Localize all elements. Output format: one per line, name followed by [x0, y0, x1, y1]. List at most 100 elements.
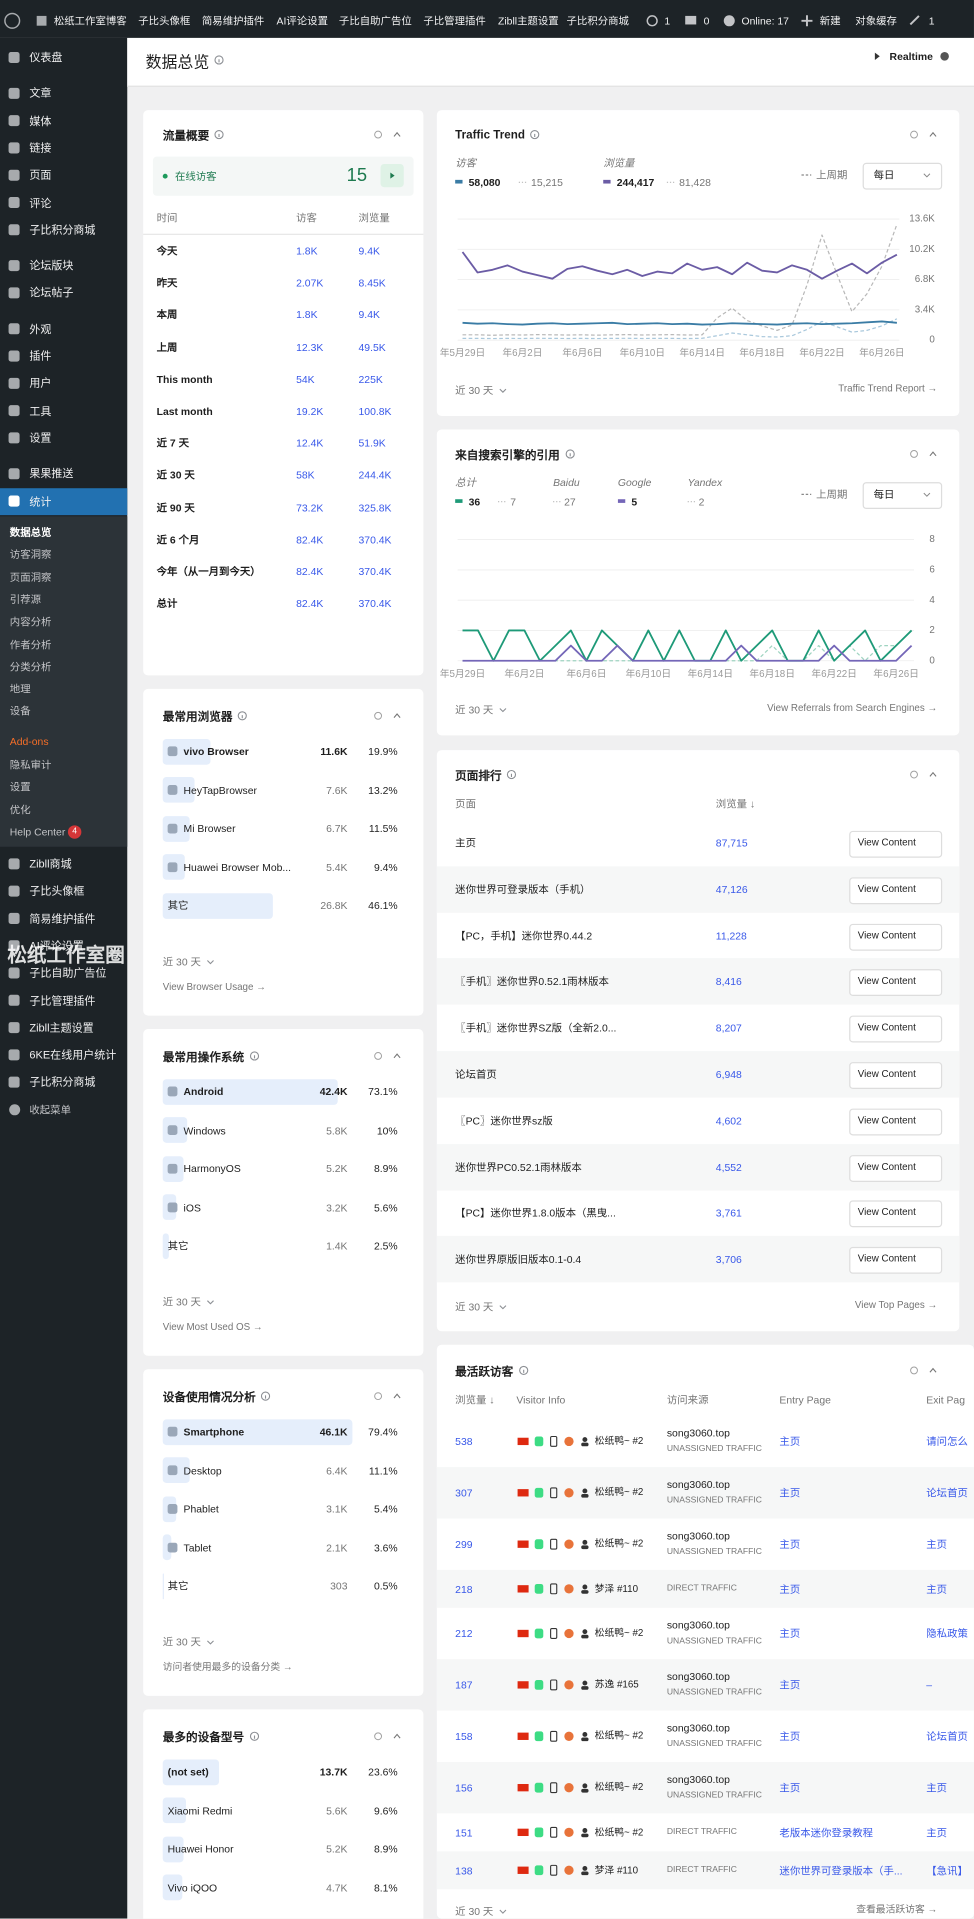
- period-select[interactable]: 近 30 天: [162, 1635, 201, 1649]
- menu-item[interactable]: 外观: [29, 322, 52, 335]
- menu-item[interactable]: 果果推送: [29, 467, 74, 480]
- addon-item[interactable]: 隐私审计: [9, 758, 52, 771]
- interval-label[interactable]: 每日: [873, 168, 895, 182]
- menu-item[interactable]: 链接: [29, 141, 52, 155]
- admin-link[interactable]: 简易维护插件: [201, 14, 265, 27]
- submenu-item[interactable]: 内容分析: [9, 615, 52, 628]
- link-count[interactable]: 1: [928, 14, 935, 27]
- cache-link[interactable]: 对象缓存: [855, 14, 897, 27]
- period-select[interactable]: 近 30 天: [455, 384, 494, 397]
- entry-page[interactable]: 主页: [779, 1538, 801, 1551]
- view-button-label[interactable]: View Content: [857, 1021, 916, 1033]
- view-button-label[interactable]: View Content: [857, 1068, 916, 1080]
- footer-link[interactable]: 查看最活跃访客 →: [856, 1903, 938, 1915]
- period-select[interactable]: 近 30 天: [455, 1905, 494, 1918]
- period-select-wrap[interactable]: 近 30 天: [455, 700, 508, 720]
- realtime-label[interactable]: Realtime: [889, 50, 933, 63]
- period-select-wrap[interactable]: 近 30 天: [163, 1292, 216, 1312]
- admin-link[interactable]: 子比积分商城: [566, 14, 629, 27]
- admin-link[interactable]: 子比管理插件: [423, 14, 486, 27]
- view-button[interactable]: [849, 1154, 943, 1182]
- period-select-wrap[interactable]: 近 30 天: [163, 1632, 216, 1652]
- menu-item[interactable]: AI评论设置: [29, 939, 84, 952]
- exit-page[interactable]: –: [926, 1678, 933, 1692]
- exit-page[interactable]: 论坛首页: [926, 1730, 968, 1743]
- exit-page[interactable]: 请问怎么: [926, 1435, 968, 1448]
- menu-item[interactable]: 文章: [29, 87, 52, 100]
- menu-item[interactable]: 论坛版块: [29, 259, 74, 272]
- addon-item[interactable]: Help Center: [9, 825, 66, 839]
- footer-link[interactable]: View Most Used OS →: [162, 1321, 263, 1333]
- online-button[interactable]: [380, 163, 404, 188]
- updates-count[interactable]: 1: [664, 14, 671, 27]
- submenu-item[interactable]: 页面洞察: [9, 570, 52, 584]
- exit-page[interactable]: 隐私政策: [926, 1627, 968, 1640]
- view-button-label[interactable]: View Content: [857, 929, 916, 941]
- entry-page[interactable]: 主页: [779, 1678, 801, 1692]
- entry-page[interactable]: 主页: [779, 1781, 801, 1794]
- view-button-label[interactable]: View Content: [857, 883, 916, 895]
- menu-item[interactable]: 简易维护插件: [29, 912, 96, 925]
- submenu-item[interactable]: 设备: [9, 705, 31, 718]
- view-button-label[interactable]: View Content: [857, 1114, 916, 1126]
- entry-page[interactable]: 主页: [779, 1627, 801, 1640]
- period-select-wrap[interactable]: 近 30 天: [455, 1901, 508, 1918]
- exit-page[interactable]: 主页: [926, 1781, 948, 1794]
- period-select-wrap[interactable]: 近 30 天: [163, 952, 216, 972]
- menu-item[interactable]: Zibll主题设置: [29, 1021, 94, 1034]
- menu-item[interactable]: 设置: [29, 431, 52, 445]
- exit-page[interactable]: 主页: [926, 1538, 948, 1551]
- exit-page[interactable]: 论坛首页: [926, 1486, 968, 1499]
- menu-item[interactable]: 评论: [29, 196, 52, 209]
- interval-label[interactable]: 每日: [873, 488, 895, 501]
- footer-link[interactable]: View Top Pages →: [854, 1299, 938, 1311]
- footer-link[interactable]: View Browser Usage →: [162, 981, 266, 993]
- menu-item[interactable]: 插件: [29, 349, 52, 363]
- menu-item[interactable]: 子比积分商城: [29, 1076, 96, 1089]
- exit-page[interactable]: 主页: [926, 1826, 948, 1839]
- online-count[interactable]: Online: 17: [741, 14, 789, 27]
- exit-page[interactable]: 主页: [926, 1582, 948, 1595]
- period-select-wrap[interactable]: 近 30 天: [455, 1297, 508, 1317]
- collapse-menu[interactable]: 收起菜单: [29, 1103, 71, 1116]
- entry-page[interactable]: 主页: [779, 1486, 801, 1499]
- entry-page[interactable]: 主页: [779, 1582, 801, 1595]
- footer-link[interactable]: Traffic Trend Report →: [838, 382, 938, 394]
- view-button-label[interactable]: View Content: [857, 1253, 916, 1265]
- period-select-wrap[interactable]: 近 30 天: [455, 381, 508, 401]
- new-link[interactable]: 新建: [819, 14, 841, 27]
- view-button-label[interactable]: View Content: [857, 975, 916, 987]
- view-button-label[interactable]: View Content: [857, 836, 916, 848]
- admin-link[interactable]: Zibll主题设置: [498, 14, 559, 27]
- submenu-item[interactable]: 访客洞察: [9, 548, 52, 561]
- footer-link[interactable]: 访问者使用最多的设备分类 →: [162, 1661, 293, 1673]
- menu-item[interactable]: 子比自助广告位: [29, 966, 107, 980]
- menu-item[interactable]: 子比管理插件: [29, 994, 96, 1007]
- menu-item[interactable]: 统计: [29, 494, 52, 508]
- exit-page[interactable]: 【急讯】: [926, 1864, 968, 1877]
- entry-page[interactable]: 主页: [779, 1435, 801, 1448]
- period-select[interactable]: 近 30 天: [455, 703, 494, 716]
- entry-page[interactable]: 主页: [779, 1730, 801, 1743]
- menu-item[interactable]: 仪表盘: [29, 51, 63, 64]
- submenu-item[interactable]: 地理: [9, 682, 31, 696]
- addon-item[interactable]: 设置: [9, 781, 31, 794]
- addon-item[interactable]: 优化: [9, 803, 31, 816]
- entry-page[interactable]: 老版本迷你登录教程: [779, 1826, 874, 1839]
- period-select[interactable]: 近 30 天: [162, 955, 201, 968]
- view-button-label[interactable]: View Content: [857, 1206, 916, 1218]
- menu-item[interactable]: 6KE在线用户统计: [29, 1048, 117, 1061]
- menu-item[interactable]: Zibll商城: [29, 857, 72, 870]
- menu-item[interactable]: 子比头像框: [29, 885, 85, 898]
- menu-item[interactable]: 用户: [29, 377, 52, 390]
- admin-link[interactable]: AI评论设置: [276, 14, 328, 27]
- footer-link[interactable]: View Referrals from Search Engines →: [767, 702, 938, 714]
- menu-item[interactable]: 子比积分商城: [29, 223, 96, 236]
- interval-select[interactable]: [862, 162, 943, 190]
- menu-item[interactable]: 媒体: [29, 114, 52, 127]
- submenu-item[interactable]: 引荐源: [9, 593, 42, 606]
- admin-link[interactable]: 子比头像框: [138, 14, 191, 27]
- submenu-item[interactable]: 作者分析: [9, 638, 52, 651]
- view-button-label[interactable]: View Content: [857, 1160, 916, 1172]
- entry-page[interactable]: 迷你世界可登录版本（手...: [779, 1864, 903, 1877]
